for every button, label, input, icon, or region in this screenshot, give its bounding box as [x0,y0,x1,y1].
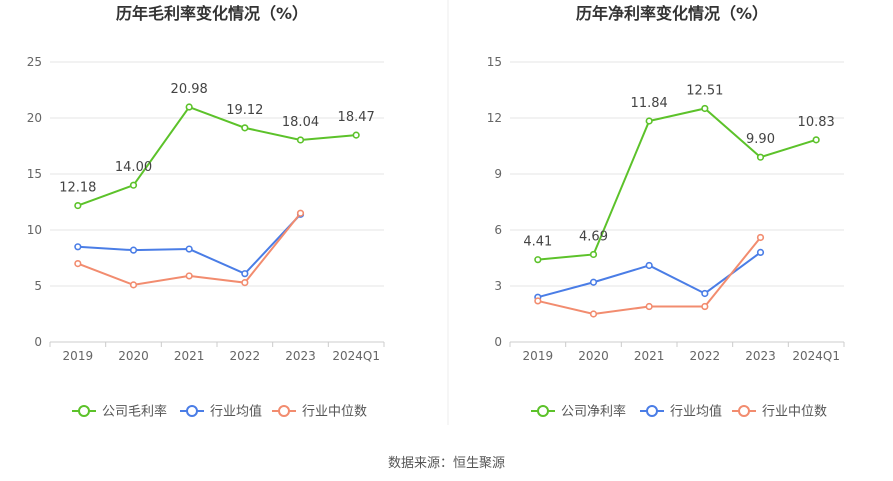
x-tick-label: 2023 [285,349,316,363]
data-label: 4.41 [523,235,552,250]
legend-label: 行业均值 [210,404,262,420]
legend-label: 公司净利率 [561,404,626,420]
data-point-company [185,103,193,111]
x-tick-label: 2022 [690,349,721,363]
data-point-industry_avg [185,245,193,253]
legend-marker [738,405,750,417]
data-label: 19.12 [226,103,263,118]
legend-label: 行业均值 [670,404,722,420]
series-line-company [77,105,357,207]
data-point-company [589,250,598,259]
data-label: 20.98 [171,82,208,97]
data-point-company [812,136,820,144]
data-label: 14.00 [115,160,152,175]
legend-item-industry_avg: 行业均值 [180,404,262,420]
chart-title: 历年净利率变化情况（%） [576,4,768,23]
data-label: 18.04 [282,115,319,130]
legend-label: 行业中位数 [762,405,827,420]
series-line-industry_avg [77,213,302,275]
data-label: 12.18 [59,181,96,196]
data-point-company [701,104,709,113]
series-line-company [537,107,817,261]
legend-label: 公司毛利率 [102,404,167,420]
x-tick-label: 2021 [634,349,665,363]
x-tick-label: 2019 [63,349,94,363]
data-point-industry_median [241,279,249,287]
legend-item-industry_median: 行业中位数 [272,405,367,420]
series-line-industry_median [537,236,762,316]
legend-marker [537,405,549,417]
data-label: 9.90 [746,132,775,147]
chart-panel-2: 历年净利率变化情况（%） 0 3 6 9 12 15 2019 2020 2021 2022 2023… [487,4,845,420]
data-label: 10.83 [798,115,835,130]
y-tick-label: 15 [487,55,502,69]
data-point-company [296,136,305,144]
data-point-industry_avg [74,243,82,251]
y-tick-label: 0 [494,335,502,349]
series-line-industry_avg [537,251,762,299]
chart-panel-1: 历年毛利率变化情况（%） 0 5 10 15 20 25 2019 2020 2021 2022 20… [27,4,385,420]
x-tick-label: 2020 [118,349,149,363]
y-tick-label: 15 [27,167,42,181]
legend-item-industry_avg: 行业均值 [640,404,722,420]
x-tick-label: 2024Q1 [792,349,840,363]
data-label: 11.84 [631,96,668,111]
chart-title: 历年毛利率变化情况（%） [116,4,308,23]
y-tick-label: 12 [487,111,502,125]
x-tick-label: 2023 [745,349,776,363]
legend-marker [78,405,90,417]
legend-item-company: 公司净利率 [531,404,626,420]
y-tick-label: 9 [494,167,502,181]
y-tick-label: 25 [27,55,42,69]
data-point-industry_avg [241,270,249,278]
legend-label: 行业中位数 [302,405,367,420]
legend-item-industry_median: 行业中位数 [732,405,827,420]
legend-marker [646,405,658,417]
data-point-company [645,117,653,125]
data-point-industry_median [645,302,653,311]
data-point-industry_median [756,233,765,242]
data-source-note: 数据来源：恒生聚源 [387,456,505,471]
x-tick-label: 2024Q1 [332,349,380,363]
data-point-company [352,131,360,139]
data-point-industry_median [185,272,193,280]
y-tick-label: 0 [34,335,42,349]
data-point-company [129,181,138,189]
data-point-company [74,201,82,210]
data-label: 12.51 [686,83,723,98]
y-tick-label: 6 [494,223,502,237]
data-point-industry_avg [701,289,709,298]
data-point-company [534,256,542,264]
data-label: 4.69 [579,229,608,244]
data-point-industry_avg [589,278,598,286]
x-tick-label: 2022 [230,349,261,363]
legend-marker [186,405,198,417]
data-label: 18.47 [338,110,375,125]
data-point-industry_median [534,297,542,305]
data-point-industry_avg [756,248,765,256]
y-tick-label: 10 [27,223,42,237]
y-tick-label: 5 [34,279,42,293]
y-tick-label: 20 [27,111,42,125]
data-point-company [756,153,765,161]
data-point-industry_median [129,281,138,289]
x-tick-label: 2021 [174,349,205,363]
x-tick-label: 2019 [523,349,554,363]
legend-marker [278,405,290,417]
data-point-industry_median [701,302,709,311]
data-point-industry_avg [645,261,653,270]
data-point-industry_median [296,209,305,217]
data-point-industry_median [74,260,82,268]
data-point-industry_median [589,310,598,318]
legend-item-company: 公司毛利率 [72,404,167,420]
data-point-company [241,124,249,132]
x-tick-label: 2020 [578,349,609,363]
data-point-industry_avg [129,246,138,254]
y-tick-label: 3 [494,279,502,293]
